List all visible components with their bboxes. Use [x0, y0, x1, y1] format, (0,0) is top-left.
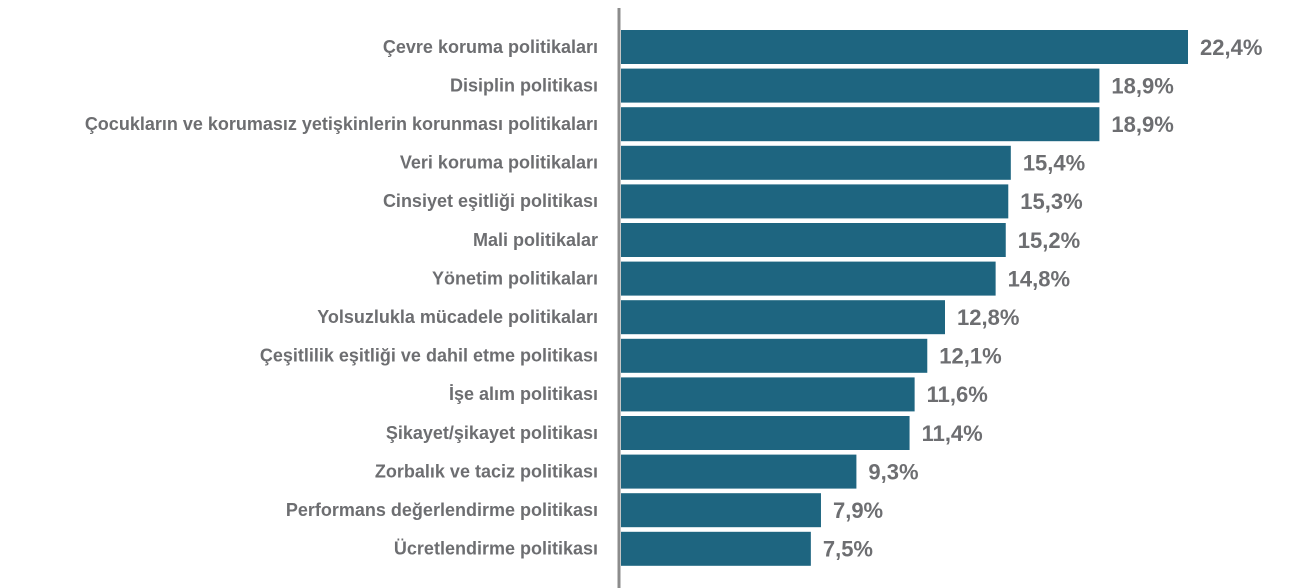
bar: [621, 184, 1009, 219]
value-label: 18,9%: [1111, 73, 1173, 98]
category-label: Ücretlendirme politikası: [394, 539, 598, 559]
category-label: Mali politikalar: [473, 230, 598, 250]
bar: [621, 416, 910, 450]
category-label: Cinsiyet eşitliği politikası: [383, 191, 598, 211]
value-label: 15,2%: [1018, 228, 1080, 253]
bar: [621, 493, 821, 528]
value-label: 11,4%: [922, 421, 983, 446]
category-label: Yönetim politikaları: [432, 268, 598, 288]
value-label: 22,4%: [1200, 35, 1262, 60]
bar: [621, 338, 928, 373]
value-label: 14,8%: [1008, 266, 1070, 291]
bar: [621, 261, 996, 296]
category-label: Performans değerlendirme politikası: [286, 500, 598, 520]
category-label: Çevre koruma politikaları: [383, 37, 598, 57]
value-label: 12,8%: [957, 305, 1019, 330]
value-label: 7,9%: [833, 498, 883, 523]
value-label: 11,6%: [927, 382, 988, 407]
category-label: Şikayet/şikayet politikası: [386, 423, 598, 443]
category-label: Çocukların ve korumasız yetişkinlerin ko…: [85, 114, 598, 134]
bar: [621, 454, 857, 489]
value-label: 15,3%: [1020, 189, 1082, 214]
bar: [621, 145, 1011, 180]
category-label: Zorbalık ve taciz politikası: [375, 461, 598, 481]
bar: [621, 223, 1006, 257]
bar: [621, 531, 811, 566]
value-label: 15,4%: [1023, 151, 1085, 176]
category-label: Yolsuzlukla mücadele politikaları: [317, 307, 598, 327]
value-label: 12,1%: [939, 344, 1001, 369]
category-label: Veri koruma politikaları: [400, 153, 598, 173]
bar: [621, 107, 1100, 142]
value-label: 7,5%: [823, 537, 873, 562]
bar: [621, 377, 915, 412]
category-label: Çeşitlilik eşitliği ve dahil etme politi…: [260, 346, 598, 366]
bar: [621, 68, 1100, 103]
bar: [621, 30, 1188, 64]
value-label: 18,9%: [1111, 112, 1173, 137]
category-label: İşe alım politikası: [449, 384, 598, 404]
value-label: 9,3%: [868, 459, 918, 484]
bar: [621, 300, 945, 335]
category-label: Disiplin politikası: [450, 75, 598, 95]
